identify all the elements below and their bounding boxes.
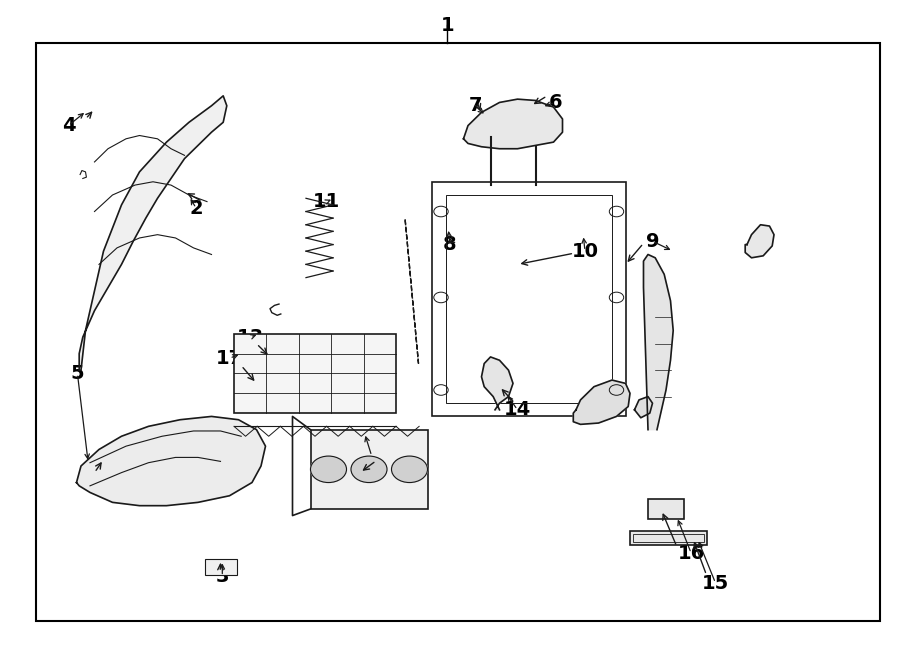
Bar — [432, 182, 626, 416]
Text: 12: 12 — [358, 447, 385, 465]
Polygon shape — [482, 357, 513, 410]
Text: 2: 2 — [189, 199, 203, 217]
Polygon shape — [573, 380, 630, 424]
Text: 16: 16 — [678, 544, 705, 563]
Circle shape — [392, 456, 428, 483]
Text: 13: 13 — [237, 328, 264, 346]
Text: 8: 8 — [443, 235, 457, 254]
Polygon shape — [634, 397, 652, 418]
FancyBboxPatch shape — [234, 334, 396, 413]
Text: 7: 7 — [469, 97, 482, 115]
Bar — [205, 559, 237, 575]
Text: 14: 14 — [504, 401, 531, 419]
Polygon shape — [644, 254, 673, 430]
Circle shape — [351, 456, 387, 483]
Bar — [648, 499, 684, 519]
Text: 15: 15 — [702, 574, 729, 592]
Text: 5: 5 — [70, 364, 85, 383]
Bar — [446, 195, 612, 403]
Text: 10: 10 — [572, 242, 598, 260]
Polygon shape — [745, 225, 774, 258]
Text: 9: 9 — [646, 232, 659, 251]
Polygon shape — [79, 96, 227, 370]
Text: 1: 1 — [440, 16, 454, 34]
Circle shape — [310, 456, 346, 483]
Bar — [630, 531, 707, 545]
Polygon shape — [464, 99, 562, 149]
Text: 17: 17 — [216, 349, 243, 368]
Polygon shape — [76, 416, 266, 506]
Text: 3: 3 — [216, 567, 229, 586]
Text: 6: 6 — [548, 93, 562, 112]
Text: 4: 4 — [61, 116, 76, 135]
Bar — [633, 534, 704, 542]
FancyBboxPatch shape — [310, 430, 428, 509]
Text: 11: 11 — [313, 192, 340, 211]
